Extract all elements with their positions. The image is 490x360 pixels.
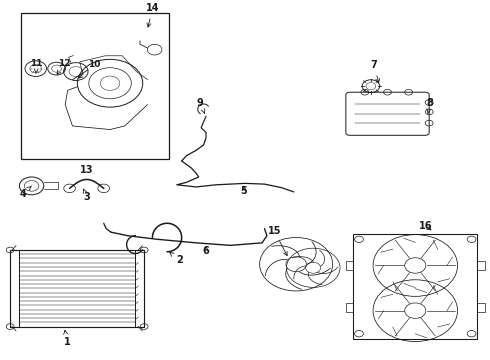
Text: 13: 13	[80, 165, 94, 175]
Text: 10: 10	[79, 60, 100, 78]
Text: 11: 11	[30, 59, 43, 73]
Text: 14: 14	[146, 3, 159, 27]
Text: 2: 2	[170, 252, 183, 265]
Text: 16: 16	[418, 221, 432, 231]
Text: 1: 1	[64, 330, 71, 347]
Text: 9: 9	[197, 98, 205, 113]
Bar	[346, 303, 353, 312]
Text: 7: 7	[371, 60, 380, 82]
Bar	[10, 250, 144, 327]
Text: 15: 15	[268, 226, 287, 256]
Bar	[346, 261, 353, 270]
Text: 3: 3	[83, 189, 90, 202]
Text: 4: 4	[20, 186, 31, 199]
Text: 12: 12	[57, 59, 71, 74]
Bar	[477, 303, 485, 312]
Bar	[135, 250, 144, 327]
Bar	[477, 261, 485, 270]
Bar	[353, 234, 477, 339]
Bar	[21, 13, 170, 159]
Text: 8: 8	[427, 98, 434, 113]
Bar	[10, 250, 19, 327]
Text: 6: 6	[203, 246, 209, 256]
Text: 5: 5	[241, 186, 247, 196]
